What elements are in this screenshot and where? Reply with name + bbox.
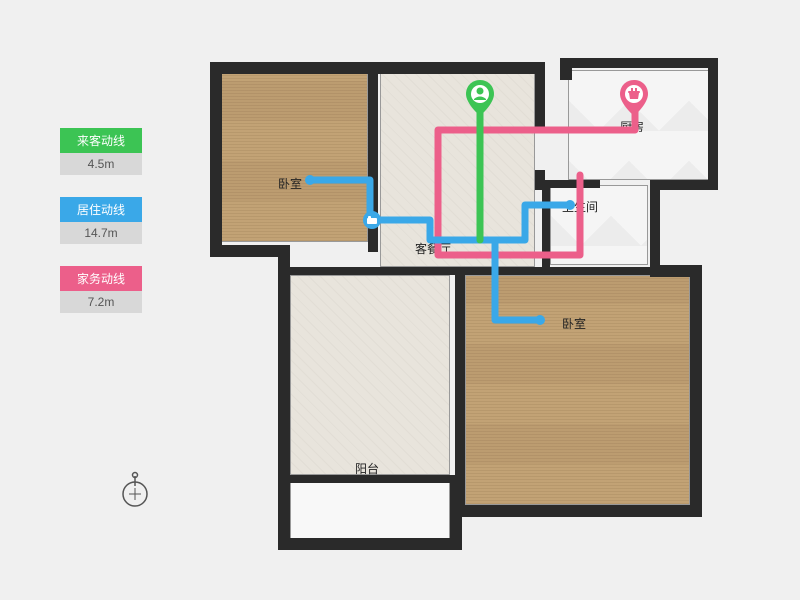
legend-item-guest: 来客动线 4.5m [60, 128, 142, 175]
legend-value-living: 14.7m [60, 222, 142, 244]
legend-label-living: 居住动线 [60, 197, 142, 222]
living-lower [290, 275, 450, 475]
house-marker [620, 80, 648, 116]
bedroom1 [218, 72, 368, 242]
bedroom2 [465, 275, 690, 505]
bath-label: 卫生间 [562, 198, 598, 215]
living-upper [380, 72, 535, 267]
legend-value-house: 7.2m [60, 291, 142, 313]
legend: 来客动线 4.5m 居住动线 14.7m 家务动线 7.2m [60, 128, 142, 335]
compass-icon [115, 470, 155, 510]
balcony [290, 482, 450, 540]
legend-label-house: 家务动线 [60, 266, 142, 291]
legend-label-guest: 来客动线 [60, 128, 142, 153]
bathroom [550, 185, 648, 265]
legend-item-living: 居住动线 14.7m [60, 197, 142, 244]
legend-value-guest: 4.5m [60, 153, 142, 175]
living-label: 客餐厅 [415, 240, 451, 257]
legend-item-house: 家务动线 7.2m [60, 266, 142, 313]
bedroom1-label: 卧室 [278, 175, 302, 192]
guest-marker [466, 80, 494, 116]
floorplan: 卧室 客餐厅 厨房 卫生间 卧室 阳台 [190, 30, 750, 570]
balcony-label: 阳台 [355, 460, 379, 477]
living-marker [362, 210, 382, 230]
bedroom2-label: 卧室 [562, 315, 586, 332]
kitchen-label: 厨房 [620, 118, 644, 135]
